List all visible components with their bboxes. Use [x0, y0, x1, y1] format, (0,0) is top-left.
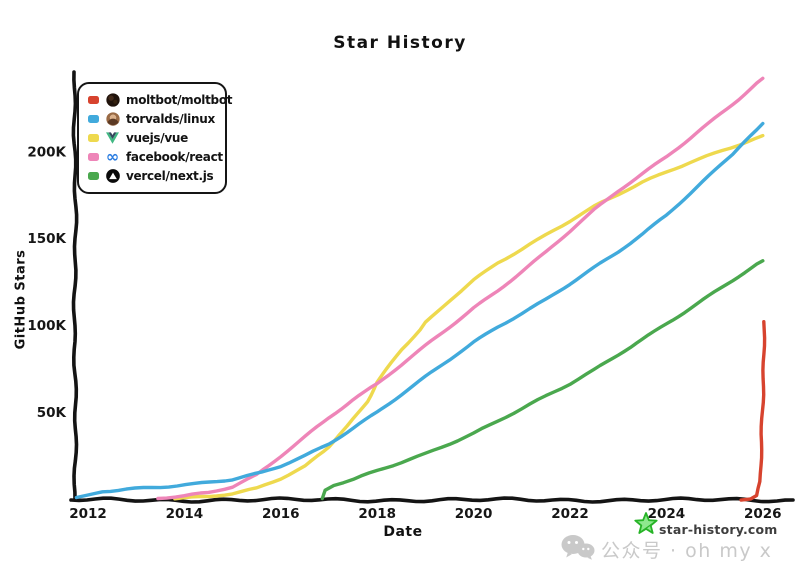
legend-color-swatch	[88, 133, 99, 142]
legend-item-torvalds-linux: torvalds/linux	[88, 109, 217, 128]
legend-color-swatch	[88, 114, 99, 123]
legend: moltbot/moltbot torvalds/linux vuejs/vue ∞ f…	[77, 82, 233, 194]
x-tick-label-2024: 2024	[648, 506, 686, 522]
y-axis-line	[71, 70, 79, 502]
wechat-icon	[561, 534, 595, 560]
legend-label: torvalds/linux	[126, 111, 215, 126]
series-line-vercel-next-js	[320, 259, 765, 501]
x-tick-label-2026: 2026	[744, 506, 782, 522]
legend-color-swatch	[88, 172, 99, 181]
legend-label: moltbot/moltbot	[126, 92, 233, 107]
chart-title: Star History	[333, 33, 467, 53]
star-history-logo-icon	[633, 511, 659, 537]
torvalds-avatar-icon	[105, 111, 120, 126]
x-tick-label-2014: 2014	[166, 506, 204, 522]
series-line-vuejs-vue	[173, 133, 765, 501]
x-tick-label-2016: 2016	[262, 506, 300, 522]
x-axis-line	[69, 496, 795, 504]
watermark-wechat-text: 公众号 · oh my x	[601, 540, 773, 562]
x-axis-title: Date	[383, 524, 423, 540]
legend-label: facebook/react	[126, 150, 223, 165]
legend-item-moltbot-moltbot: moltbot/moltbot	[88, 90, 233, 109]
legend-color-swatch	[88, 95, 99, 104]
series-line-torvalds-linux	[74, 121, 765, 500]
vercel-logo-icon	[105, 169, 120, 184]
series-line-moltbot-moltbot	[739, 320, 767, 502]
legend-item-vercel-next-js: vercel/next.js	[88, 167, 217, 186]
y-tick-label-50K: 50K	[37, 405, 67, 421]
y-axis-title: GitHub Stars	[13, 249, 29, 350]
legend-item-vuejs-vue: vuejs/vue	[88, 128, 217, 147]
x-tick-label-2018: 2018	[358, 506, 396, 522]
watermark-site-text: star-history.com	[659, 522, 778, 537]
legend-label: vuejs/vue	[126, 130, 188, 145]
series-line-facebook-react	[156, 76, 765, 501]
x-tick-label-2022: 2022	[551, 506, 589, 522]
y-tick-label-100K: 100K	[27, 318, 66, 334]
vue-logo-icon	[105, 130, 120, 145]
x-tick-label-2020: 2020	[455, 506, 493, 522]
y-tick-label-150K: 150K	[27, 231, 66, 247]
react-logo-icon: ∞	[105, 149, 120, 165]
legend-item-facebook-react: ∞ facebook/react	[88, 148, 223, 167]
moltbot-avatar-icon	[105, 92, 120, 107]
x-tick-label-2012: 2012	[69, 506, 107, 522]
legend-color-swatch	[88, 153, 99, 162]
y-tick-label-200K: 200K	[27, 144, 66, 160]
legend-label: vercel/next.js	[126, 169, 214, 184]
